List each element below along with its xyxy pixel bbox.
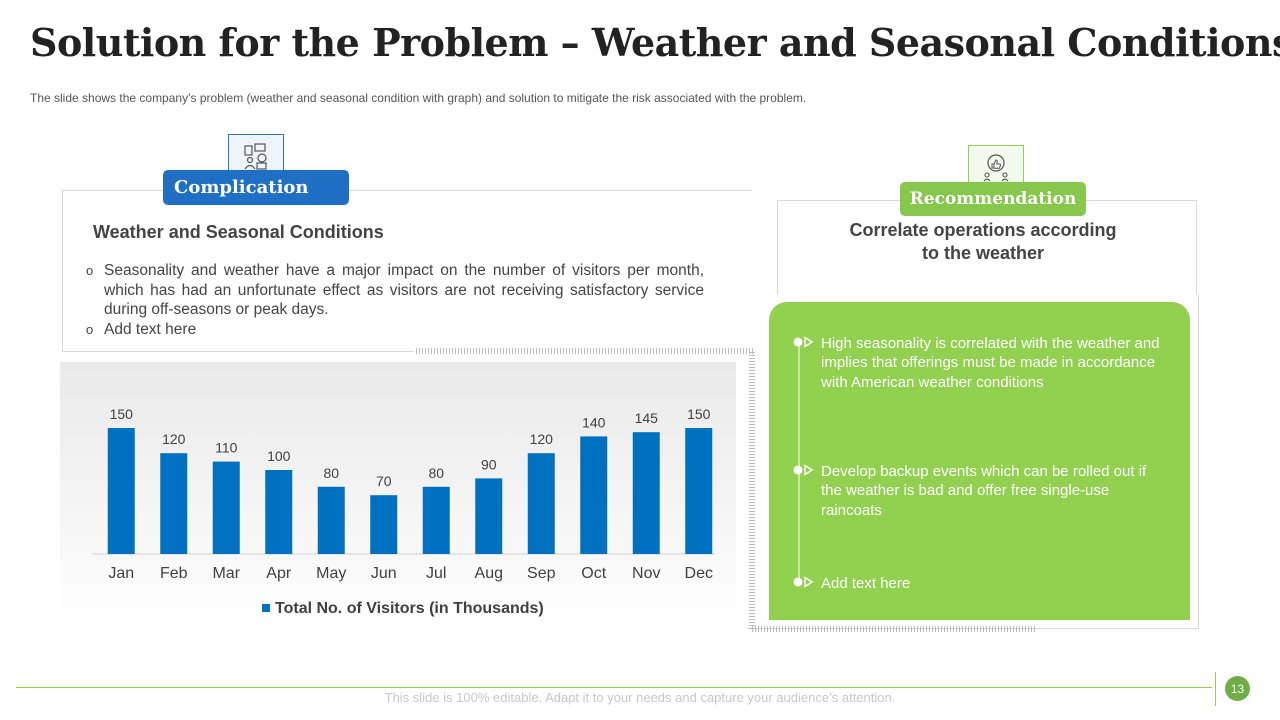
chart-x-tick-label: Dec	[685, 565, 713, 582]
recommendation-dotted-bottom	[752, 626, 1035, 632]
chart-x-tick-label: Jun	[371, 565, 397, 582]
recommendation-timeline	[798, 342, 800, 584]
chart-data-label: 150	[687, 406, 711, 422]
chart-x-tick-label: Sep	[527, 565, 556, 582]
chart-bar	[160, 453, 188, 554]
chart-bar	[370, 495, 398, 554]
complication-label: Complication	[163, 170, 349, 205]
chart-x-tick-label: Jan	[108, 565, 134, 582]
chart-bar	[212, 461, 240, 554]
recommendation-item: Add text here	[821, 575, 911, 592]
thumbs-up-meeting-icon	[968, 145, 1024, 189]
chart-data-label: 110	[215, 440, 238, 456]
recommendation-item: Develop backup events which can be rolle…	[821, 463, 1147, 519]
complication-heading: Weather and Seasonal Conditions	[93, 222, 384, 242]
slide-title: Solution for the Problem – Weather and S…	[30, 20, 1280, 65]
chart-bar	[317, 486, 345, 554]
complication-box-bottom-border	[62, 351, 414, 352]
chart-bar	[527, 453, 555, 554]
chart-data-label: 120	[530, 431, 554, 447]
visitors-chart-panel: 150 Jan 120 Feb 110 Mar 100 Apr 80 May 70 Jun 80 Jul 9…	[60, 362, 736, 628]
footer-divider	[16, 687, 1212, 688]
legend-swatch	[262, 604, 270, 612]
chart-data-label: 150	[110, 406, 134, 422]
chart-x-tick-label: Aug	[475, 565, 503, 582]
chart-bar	[685, 428, 713, 554]
chart-data-label: 80	[428, 465, 444, 481]
chart-bar	[265, 470, 293, 554]
chart-data-label: 120	[162, 431, 186, 447]
complication-dotted-divider	[416, 348, 754, 354]
page-number-badge: 13	[1225, 676, 1250, 701]
chart-x-tick-label: Jul	[426, 565, 446, 582]
complication-bullet: Add text here	[86, 320, 704, 340]
recommendation-dotted-left	[749, 352, 755, 630]
footer-note: This slide is 100% editable. Adapt it to…	[384, 690, 896, 705]
timeline-marker-icon	[793, 336, 814, 348]
complication-box	[62, 190, 752, 352]
legend-label: Total No. of Visitors (in Thousands)	[275, 600, 544, 617]
chart-bar	[580, 436, 608, 554]
chart-bar	[632, 432, 660, 554]
visitors-bar-chart: 150 Jan 120 Feb 110 Mar 100 Apr 80 May 70 Jun 80 Jul 9…	[92, 406, 715, 617]
slide-subtitle: The slide shows the company’s problem (w…	[30, 91, 807, 105]
timeline-marker-icon	[793, 576, 814, 588]
chart-data-label: 70	[376, 473, 392, 489]
chart-data-label: 80	[323, 465, 339, 481]
recommendation-item: High seasonality is correlated with the …	[821, 335, 1160, 391]
timeline-marker-icon	[793, 464, 814, 476]
chart-x-tick-label: May	[316, 565, 346, 582]
chart-x-tick-label: Feb	[160, 565, 188, 582]
chart-bar	[422, 486, 450, 554]
chart-x-tick-label: Mar	[212, 565, 240, 582]
chart-bar	[475, 478, 503, 554]
complication-bullet: Seasonality and weather have a major imp…	[86, 261, 704, 320]
chart-x-tick-label: Nov	[632, 565, 660, 582]
complication-bullet-list: Seasonality and weather have a major imp…	[86, 261, 704, 339]
recommendation-heading: Correlate operations according to the we…	[849, 220, 1117, 263]
chart-data-label: 145	[635, 410, 659, 426]
chart-x-tick-label: Oct	[581, 565, 606, 582]
chart-data-label: 140	[582, 414, 606, 430]
chart-data-label: 100	[267, 448, 291, 464]
chart-data-label: 90	[481, 456, 497, 472]
footer-vertical-divider	[1215, 672, 1216, 706]
chart-bar	[107, 428, 135, 554]
chart-x-tick-label: Apr	[266, 565, 292, 582]
recommendation-label: Recommendation	[900, 182, 1086, 216]
recommendation-card	[769, 302, 1190, 620]
